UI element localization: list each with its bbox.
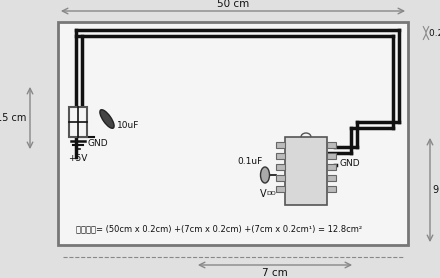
Bar xyxy=(276,153,285,159)
Bar xyxy=(285,137,327,205)
Text: V: V xyxy=(260,189,267,199)
Text: DD: DD xyxy=(266,191,276,196)
Ellipse shape xyxy=(100,110,114,128)
Bar xyxy=(276,175,285,181)
Bar xyxy=(276,164,285,170)
Bar xyxy=(327,164,336,170)
Text: 0.1uF: 0.1uF xyxy=(237,157,262,165)
Text: 10uF: 10uF xyxy=(117,120,139,130)
Bar xyxy=(327,186,336,192)
Text: GND: GND xyxy=(339,159,359,168)
Text: +5V: +5V xyxy=(68,154,88,163)
Text: 环路面积= (50cm x 0.2cm) +(7cm x 0.2cm) +(7cm x 0.2cm¹) = 12.8cm²: 环路面积= (50cm x 0.2cm) +(7cm x 0.2cm) +(7c… xyxy=(76,225,362,234)
Text: 9 cm: 9 cm xyxy=(433,185,440,195)
Ellipse shape xyxy=(260,167,269,183)
Bar xyxy=(58,22,408,245)
Text: 50 cm: 50 cm xyxy=(217,0,249,9)
Bar xyxy=(69,107,87,137)
Text: GND: GND xyxy=(87,139,108,148)
Bar xyxy=(327,175,336,181)
Bar xyxy=(327,142,336,148)
Bar xyxy=(276,142,285,148)
Bar xyxy=(276,186,285,192)
Text: 0.2 cm: 0.2 cm xyxy=(429,29,440,38)
Text: 7 cm: 7 cm xyxy=(262,268,288,278)
Text: 15 cm: 15 cm xyxy=(0,113,26,123)
Bar xyxy=(327,153,336,159)
